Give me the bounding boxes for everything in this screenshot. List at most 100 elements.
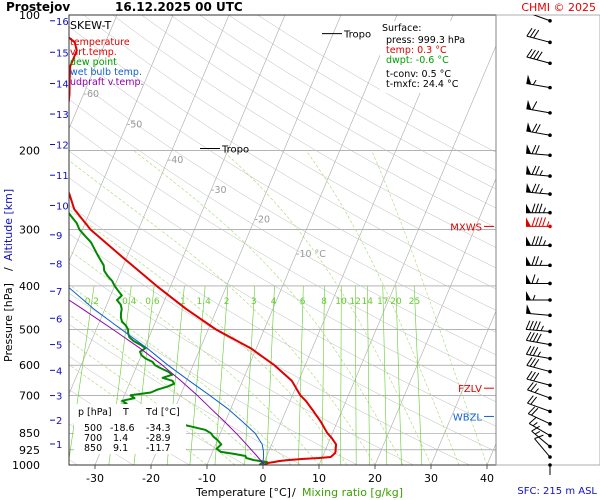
mixing-line-14 bbox=[395, 285, 402, 465]
mixing-line-6 bbox=[244, 285, 256, 465]
mixing-line-12 bbox=[367, 285, 370, 465]
wind-barb-19 bbox=[526, 357, 552, 374]
surface-dwpt: dwpt: -0.6 °C bbox=[386, 55, 449, 66]
tropo-label-1: Tropo bbox=[221, 144, 249, 155]
dry-adiabat-330 bbox=[69, 177, 496, 427]
table-row-850-t: 9.1 bbox=[113, 443, 128, 454]
wind-frame bbox=[495, 14, 600, 466]
moist-adiabat-0 bbox=[69, 314, 264, 465]
dry-adiabat-280 bbox=[69, 323, 302, 465]
isotherm-label-6: -20 bbox=[255, 215, 271, 226]
ylabel-sep: / bbox=[2, 267, 15, 271]
datetime: 16.12.2025 00 UTC bbox=[115, 0, 243, 14]
credit: CHMI © 2025 bbox=[521, 1, 596, 14]
dry-adiabat-340 bbox=[69, 150, 496, 403]
station-name: Prostejov bbox=[6, 0, 70, 14]
alt-tick-label-13: 13 bbox=[56, 110, 69, 121]
legend-wet-bulb: wet bulb temp. bbox=[70, 67, 142, 78]
wind-barb-5 bbox=[526, 122, 552, 138]
moist-adiabat-15 bbox=[69, 209, 348, 465]
surface-press: press: 999.3 hPa bbox=[386, 35, 465, 46]
isotherm--20 bbox=[150, 15, 342, 465]
dry-adiabat-410 bbox=[112, 15, 496, 248]
mixing-line-5 bbox=[214, 285, 229, 465]
moist-adiabat-5 bbox=[69, 284, 292, 465]
alt-tick-label-16: 16 bbox=[56, 17, 69, 28]
p-tick-label-100: 100 bbox=[19, 9, 40, 22]
mixing-label-9: 8 bbox=[321, 297, 327, 307]
series-line-1 bbox=[69, 211, 268, 465]
wind-barb-25 bbox=[531, 425, 552, 449]
alt-tick-label-4: 4 bbox=[56, 366, 62, 377]
dry-adiabat-270 bbox=[69, 355, 246, 465]
isotherm-20 bbox=[374, 177, 496, 465]
isotherm-label-0: -80 °C bbox=[0, 29, 27, 40]
wbzl-label: WBZL bbox=[453, 412, 483, 423]
x-tick-label-10: 10 bbox=[312, 472, 326, 485]
mixing-line-15 bbox=[413, 285, 423, 465]
isotherm-label-7: -10 °C bbox=[296, 249, 326, 260]
table-row-700-p: 700 bbox=[84, 433, 102, 444]
dry-adiabat-320 bbox=[69, 204, 496, 452]
dry-adiabat-310 bbox=[69, 233, 470, 465]
axis-ticks: -30 -20 -10 0 10 20 30 401002003004005006007008… bbox=[12, 9, 494, 485]
alt-tick-label-9: 9 bbox=[56, 231, 62, 242]
mixing-label-15: 25 bbox=[409, 297, 420, 307]
alt-tick-label-8: 8 bbox=[56, 260, 62, 271]
mixing-line-9 bbox=[321, 285, 325, 465]
mixing-label-11: 12 bbox=[349, 297, 360, 307]
isotherm-label-3: -50 bbox=[127, 119, 143, 130]
level-markers: Tropo Tropo MXWS FZLV WBZL bbox=[200, 30, 494, 423]
wind-barbs bbox=[525, 15, 552, 475]
grid-layer: 0.2 0.4 0.6 1 1.4 2 3 4 6 8 10 12 14 17 20 25-80 °C-70-… bbox=[0, 15, 496, 465]
isotherm-label-1: -70 bbox=[39, 61, 55, 72]
wind-barb-23 bbox=[527, 406, 552, 426]
legend: SKEW-T temperature virt.temp. dew point … bbox=[70, 19, 144, 88]
mixing-line-8 bbox=[298, 285, 304, 465]
xlabel-sep: / bbox=[292, 486, 296, 499]
dry-adiabat-430 bbox=[170, 15, 496, 209]
isotherm-40 bbox=[486, 442, 496, 465]
dry-adiabat-400 bbox=[83, 15, 496, 269]
p-tick-label-400: 400 bbox=[19, 280, 40, 293]
wind-barb-18 bbox=[525, 345, 552, 361]
wind-barb-13 bbox=[526, 274, 552, 286]
alt-tick-label-11: 11 bbox=[56, 171, 69, 182]
surface-info: Surface: press: 999.3 hPa temp: 0.3 °C d… bbox=[380, 21, 470, 93]
dry-adiabat-300 bbox=[69, 262, 414, 465]
table-header-p: p [hPa] bbox=[78, 407, 112, 418]
x-tick-label--20: -20 bbox=[142, 472, 160, 485]
table-row-700-td: -28.9 bbox=[146, 433, 171, 444]
mixing-label-0: 0.2 bbox=[85, 297, 99, 307]
series-line-3 bbox=[69, 299, 266, 465]
mixing-line-13 bbox=[382, 285, 388, 465]
x-tick-label-40: 40 bbox=[480, 472, 494, 485]
level-table: p [hPa] T Td [°C] 500 -18.6 -34.3 700 1.… bbox=[74, 404, 186, 454]
wind-barb-17 bbox=[525, 331, 552, 347]
mixing-label-13: 17 bbox=[377, 297, 388, 307]
dry-adiabat-360 bbox=[69, 98, 496, 356]
mixing-label-5: 2 bbox=[224, 297, 230, 307]
sfc-label: SFC: 215 m ASL bbox=[517, 486, 597, 497]
wind-barb-16 bbox=[525, 320, 552, 334]
table-row-850-td: -11.7 bbox=[146, 443, 171, 454]
table-row-700-t: 1.4 bbox=[113, 433, 128, 444]
mixing-label-3: 1 bbox=[180, 297, 186, 307]
x-tick-label--10: -10 bbox=[198, 472, 216, 485]
mixing-line-11 bbox=[355, 285, 357, 465]
legend-virt-temp: virt.temp. bbox=[70, 47, 117, 58]
moist-adiabat-20 bbox=[69, 160, 376, 465]
alt-tick-label-5: 5 bbox=[56, 341, 62, 352]
surface-tmxfc: t-mxfc: 24.4 °C bbox=[386, 79, 459, 90]
mixing-label-6: 3 bbox=[251, 297, 257, 307]
table-header-td: Td [°C] bbox=[145, 407, 180, 418]
wind-barb-8 bbox=[526, 183, 552, 196]
p-tick-label-850: 850 bbox=[19, 427, 40, 440]
dry-adiabat-380 bbox=[69, 49, 496, 311]
wind-barb-7 bbox=[526, 165, 552, 178]
p-tick-label-925: 925 bbox=[19, 444, 40, 457]
x-tick-label-20: 20 bbox=[368, 472, 382, 485]
alt-tick-label-6: 6 bbox=[56, 314, 62, 325]
isotherm--30 bbox=[94, 15, 286, 465]
wind-barb-24 bbox=[528, 416, 552, 438]
